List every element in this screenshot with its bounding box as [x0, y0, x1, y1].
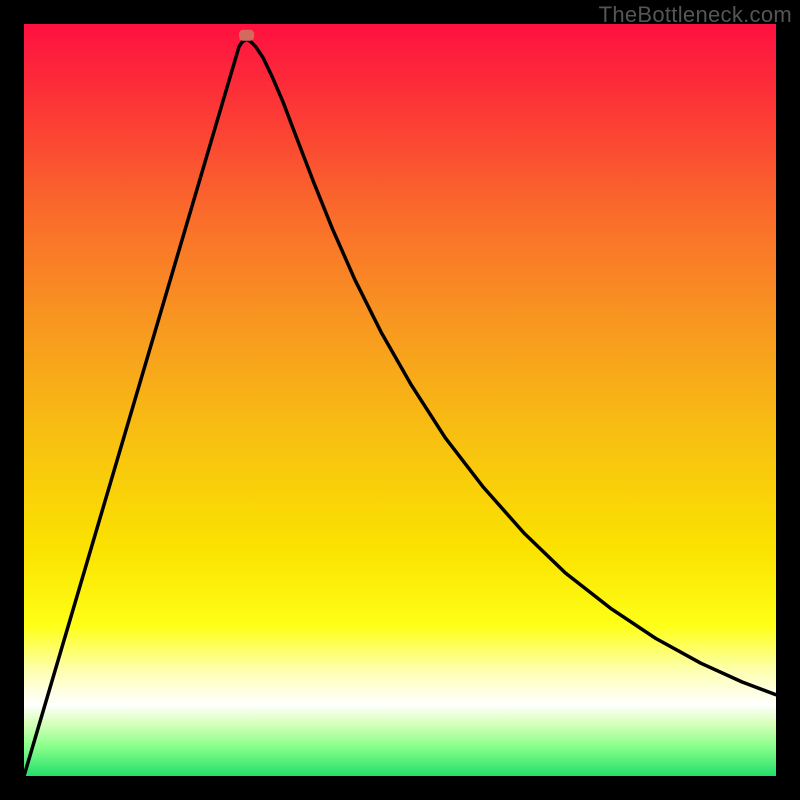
- chart-container: TheBottleneck.com: [0, 0, 800, 800]
- chart-svg: [0, 0, 800, 800]
- watermark-text: TheBottleneck.com: [599, 0, 800, 28]
- plot-area-background: [24, 24, 776, 776]
- bottleneck-minimum-marker: [239, 30, 254, 41]
